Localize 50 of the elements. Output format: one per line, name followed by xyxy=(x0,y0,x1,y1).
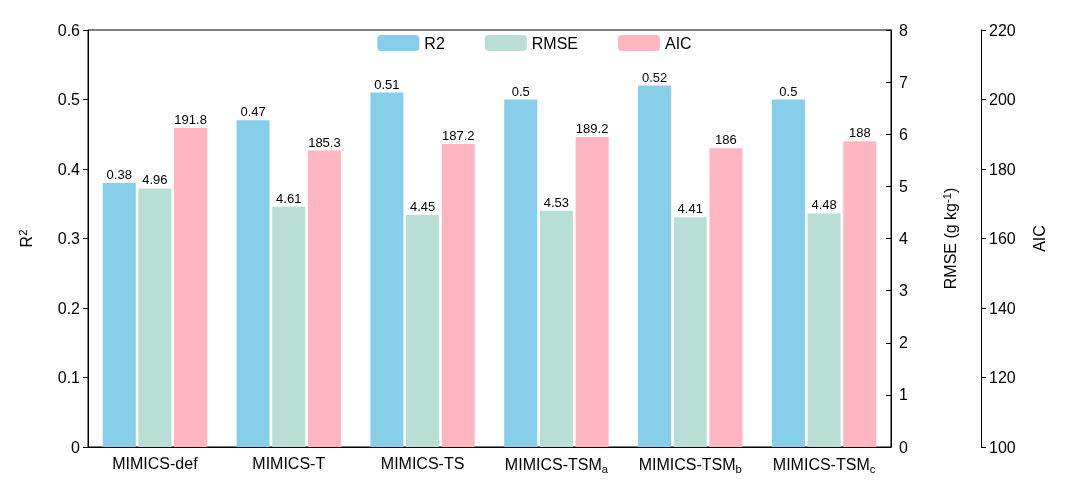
data-label: 0.47 xyxy=(240,104,266,120)
y-tick-label: 0.3 xyxy=(57,230,81,247)
y-tick-label: 0.1 xyxy=(57,369,81,386)
data-label: 4.61 xyxy=(276,190,302,206)
legend-label: AIC xyxy=(665,34,692,52)
y3-tick-label: 200 xyxy=(989,91,1016,108)
data-label: 185.3 xyxy=(308,134,341,150)
y3-tick-label: 120 xyxy=(989,369,1016,386)
data-label: 186 xyxy=(715,132,737,148)
data-label: 4.41 xyxy=(677,201,703,217)
y2-tick-label: 1 xyxy=(899,386,908,404)
x-tick-label: MIMICS-def xyxy=(112,454,199,472)
y3-tick-label: 100 xyxy=(989,438,1016,456)
data-label: 4.96 xyxy=(142,172,168,188)
data-label: 0.51 xyxy=(374,76,400,92)
y3-tick-label: 180 xyxy=(989,160,1016,178)
y-axis-title: R2 xyxy=(16,229,35,248)
data-label: 0.5 xyxy=(779,83,798,99)
y2-tick-label: 6 xyxy=(899,125,908,143)
y-tick-label: 0 xyxy=(71,438,81,456)
y2-tick-label: 8 xyxy=(899,21,908,39)
y3-tick-label: 160 xyxy=(989,230,1016,247)
y-tick-label: 0.5 xyxy=(57,91,81,108)
data-label: 189.2 xyxy=(575,121,609,137)
y2-tick-label: 5 xyxy=(899,177,908,195)
y3-tick-label: 140 xyxy=(989,299,1016,317)
data-label: 4.48 xyxy=(811,197,837,213)
y3-axis-title: AIC xyxy=(1030,225,1048,252)
data-label: 4.45 xyxy=(409,199,436,215)
data-label: 4.53 xyxy=(543,194,570,210)
y2-tick-label: 7 xyxy=(899,73,908,91)
data-label: 188 xyxy=(848,125,871,141)
data-label: 187.2 xyxy=(441,127,475,143)
legend-label: R2 xyxy=(424,34,445,52)
data-label: 0.5 xyxy=(511,83,530,99)
data-label: 0.38 xyxy=(106,166,132,182)
y-tick-label: 0.6 xyxy=(57,21,81,39)
y-tick-label: 0.4 xyxy=(57,160,81,178)
y2-tick-label: 0 xyxy=(899,438,908,456)
y3-tick-label: 220 xyxy=(989,21,1016,39)
x-tick-label: MIMICS-T xyxy=(252,454,326,472)
y2-tick-label: 2 xyxy=(899,334,908,352)
y-tick-label: 0.2 xyxy=(57,299,81,317)
y2-tick-label: 3 xyxy=(899,282,908,300)
data-label: 0.52 xyxy=(641,69,668,85)
x-tick-label: MIMICS-TS xyxy=(380,454,465,472)
y2-tick-label: 4 xyxy=(899,230,908,247)
data-label: 191.8 xyxy=(174,112,207,127)
y2-axis-title: RMSE (g kg-1) xyxy=(940,187,959,290)
legend-label: RMSE xyxy=(531,34,579,52)
